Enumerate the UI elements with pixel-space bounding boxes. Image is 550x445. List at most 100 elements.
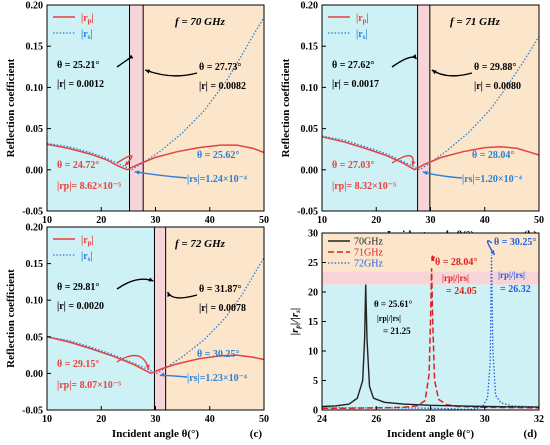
x-tick-label: 24 [317,414,327,425]
annot-black-angle: θ = 25.61° [374,299,413,309]
x-tick-label: 32 [534,414,544,425]
freq-label: f = 70 GHz [175,16,226,28]
annot-black-val: = 21.25 [383,326,411,336]
y-tick-label: 0.15 [26,42,44,53]
x-tick-label: 10 [317,215,327,226]
y-tick-label: 0.10 [26,296,44,307]
annot-black1-r: |r| = 0.0012 [57,79,104,90]
y-axis-label: Reflection coefficient [5,58,17,157]
panel-b: Reflection coefficient 10 20 30 40 50 -0.05 0.0… [280,1,544,242]
arrow-blue-head [422,170,428,176]
x-tick-label: 26 [371,414,381,425]
legend-rs-label: |rs| [356,29,368,41]
annot-black2-angle: θ = 29.88° [474,62,516,73]
y-tick-label: 0.15 [26,259,44,270]
arrow-black2-head [145,69,151,74]
legend-rs-label: |rs| [81,251,93,263]
x-tick-label: 10 [42,215,52,226]
annot-red-val: |rp|= 8.62×10⁻⁵ [57,181,121,192]
arrow-blue-head [490,250,495,255]
arrow-black2-head [167,292,172,297]
legend-rp-label: |rp| [81,13,94,25]
x-tick-label: 50 [259,215,269,226]
panel-d: |rp|/|rs| 24 26 28 30 32 0 5 10 15 20 25 30 Incident … [289,229,544,441]
x-tick-label: 28 [426,414,436,425]
y-tick-label: 0 [313,406,318,417]
band-cyan [47,5,130,211]
annot-blue-val: |rs|=1.20×10⁻⁴ [462,174,522,185]
legend-label-2: 72GHz [354,259,383,270]
x-tick-label: 50 [259,414,269,425]
y-tick-label: -0.05 [22,406,43,417]
annot-black1-angle: θ = 29.81° [57,282,99,293]
annot-blue-angle: θ = 30.25° [197,349,239,360]
arrow-blue-head [134,170,140,175]
y-tick-label: 0.05 [301,124,319,135]
band-cyan [47,227,155,410]
y-tick-label: 0.05 [26,124,44,135]
y-tick-label: 0.05 [26,332,44,343]
x-tick-label: 30 [426,215,436,226]
band-pink [154,227,166,410]
legend-label-0: 70GHz [354,237,383,248]
band-cyan [322,5,418,211]
band-pink [129,5,144,211]
arrow-red-head [411,160,416,166]
series-rp [46,336,265,375]
annot-blue-angle: θ = 25.62° [197,150,239,161]
y-tick-label: 0.00 [26,369,44,380]
annot-red-val: |rp|= 8.07×10⁻⁵ [57,380,121,391]
y-tick-label: -0.05 [297,207,318,218]
annot-red-angle: θ = 24.72° [57,160,99,171]
annot-red-angle: θ = 28.04° [435,257,477,268]
annot-blue-val: |rs|=1.24×10⁻⁴ [187,174,247,185]
x-tick-label: 20 [96,215,106,226]
annot-blue-angle: θ = 30.25° [494,237,536,248]
annot-red-val: = 24.05 [446,286,477,297]
band-pink [417,5,430,211]
annot-black2-angle: θ = 31.87° [199,284,241,295]
arrow-red-head [124,161,130,166]
annot-blue-angle: θ = 28.04° [472,150,514,161]
x-tick-label: 10 [42,414,52,425]
series-70ghz [321,284,540,408]
annot-black2-r: |r| = 0.0080 [474,81,521,92]
y-tick-label: 15 [308,317,318,328]
annot-black2-r: |r| = 0.0082 [199,81,246,92]
annot-black1-angle: θ = 27.62° [332,60,374,71]
series-rs [46,17,265,171]
x-tick-label: 50 [534,215,544,226]
x-tick-label: 30 [151,215,161,226]
arrow-black1-head [412,54,417,59]
arrow-blue [134,171,188,179]
x-tick-label: 30 [151,414,161,425]
y-tick-label: 30 [308,229,318,240]
y-tick-label: 0.10 [301,83,319,94]
x-tick-label: 40 [205,215,215,226]
annot-blue-ratio: |rp|/|rs| [498,270,525,280]
y-tick-label: 0.00 [26,165,44,176]
arrow-red-head [430,256,436,261]
x-tick-label: 30 [480,414,490,425]
series-rp [321,136,540,171]
annot-red-val: |rp|= 8.32×10⁻⁵ [332,181,396,192]
annot-red-ratio: |rp|/|rs| [442,273,469,283]
y-tick-label: 0.00 [301,165,319,176]
annot-black1-angle: θ = 25.21° [57,60,99,71]
y-axis-label: Reflection coefficient [5,269,17,368]
freq-label: f = 71 GHz [450,16,501,28]
arrow-red-head [145,364,150,370]
y-tick-label: 0.20 [301,1,319,12]
arrow-black2-head [431,70,437,75]
y-tick-label: 0.15 [301,42,319,53]
y-tick-label: 0.20 [26,223,44,234]
annot-black-ratio: |rp|/|rs| [377,314,401,323]
band-orange [322,233,539,272]
x-tick-label: 40 [480,215,490,226]
series-rp [46,143,265,171]
annot-black1-r: |r| = 0.0017 [332,79,379,90]
arrow-blue-head [159,372,165,377]
x-axis-label: Incident angle θ(°) [112,428,199,440]
y-tick-label: -0.05 [22,207,43,218]
